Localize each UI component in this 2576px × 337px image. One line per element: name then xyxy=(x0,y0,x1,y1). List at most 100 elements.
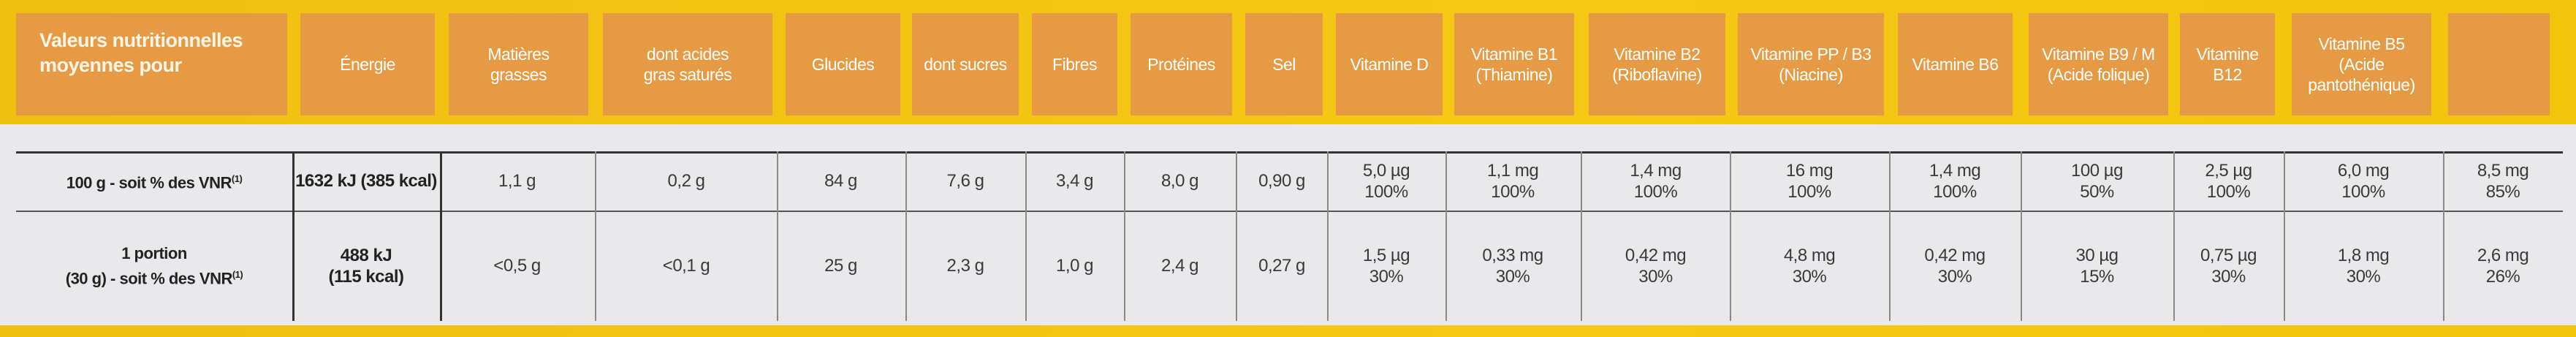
header-line: (Riboflavine) xyxy=(1612,64,1702,85)
header-cell: Glucides xyxy=(786,13,900,116)
cell-line: 100% xyxy=(1634,181,1678,202)
header-text: Vitamine B12 xyxy=(2196,45,2259,84)
header-line: Vitamine B2 xyxy=(1614,44,1701,64)
header-cell: Énergie xyxy=(300,13,435,116)
header-text: Énergie xyxy=(340,55,395,74)
cell-text: 100% xyxy=(1787,181,1831,202)
table-cell: 7,6 g xyxy=(905,151,1025,211)
cell-text: 4,8 mg xyxy=(1783,245,1836,265)
cell-text: 0,90 g xyxy=(1258,171,1305,191)
table-cell: 2,6 mg 26% xyxy=(2443,211,2563,321)
column-rule xyxy=(777,151,778,321)
cell-line: 30 µg xyxy=(2075,245,2119,266)
table-cell: 25 g xyxy=(777,211,905,321)
table-cell: 0,2 g xyxy=(595,151,778,211)
table-cell: 4,8 mg 30% xyxy=(1730,211,1889,321)
cell-text: 1,0 g xyxy=(1056,256,1093,276)
column-rule xyxy=(595,151,596,321)
header-line: Vitamine B12 xyxy=(2180,44,2275,85)
cell-line: 30% xyxy=(1369,266,1404,287)
cell-text: <0,1 g xyxy=(662,256,710,276)
cell-line: 8,0 g xyxy=(1161,170,1198,192)
cell-text: 30% xyxy=(2346,266,2381,287)
header-line: Fibres xyxy=(1052,54,1097,75)
cell-line: 4,8 mg xyxy=(1783,245,1836,266)
header-text: (Niacine) xyxy=(1779,65,1843,84)
column-rule xyxy=(2021,151,2022,321)
cell-line: 488 kJ xyxy=(341,245,392,266)
column-rule xyxy=(1445,151,1447,321)
header-cell: dont sucres xyxy=(912,13,1019,116)
cell-text: 2,5 µg xyxy=(2205,160,2252,181)
table-top-rule xyxy=(16,151,2563,154)
cell-text: 0,42 mg xyxy=(1625,245,1687,265)
header-text: Vitamine B1 xyxy=(1470,45,1558,64)
cell-line: 50% xyxy=(2080,181,2114,202)
header-line: (Acide xyxy=(2338,54,2385,75)
cell-text: 2,3 g xyxy=(946,256,984,276)
header-cell xyxy=(2448,13,2550,116)
cell-text: 0,27 g xyxy=(1258,256,1305,276)
cell-text: <0,5 g xyxy=(493,256,541,276)
cell-text: 2,4 g xyxy=(1161,256,1198,276)
table-cell: 3,4 g xyxy=(1025,151,1124,211)
header-text: (Acide xyxy=(2338,55,2385,74)
header-cell: Protéines xyxy=(1131,13,1232,116)
row-label: 100 g - soit % des VNR(1) xyxy=(16,151,292,211)
cell-line: 1,8 mg xyxy=(2338,245,2390,266)
cell-line: 100% xyxy=(1787,181,1831,202)
table-panel xyxy=(0,124,2576,325)
cell-text: 0,33 mg xyxy=(1482,245,1543,265)
cell-text: 30% xyxy=(2211,266,2246,287)
row-label-line: (30 g) - soit % des VNR(1) xyxy=(66,264,243,289)
cell-text: (115 kcal) xyxy=(328,266,404,287)
cell-line: 0,42 mg xyxy=(1625,245,1687,266)
cell-line: 0,2 g xyxy=(668,170,705,192)
cell-line: 0,27 g xyxy=(1258,255,1305,276)
header-text: Protéines xyxy=(1147,55,1215,74)
cell-text: 30% xyxy=(1369,266,1404,287)
column-rule xyxy=(2443,151,2444,321)
table-cell: 30 µg 15% xyxy=(2021,211,2173,321)
column-rule xyxy=(1124,151,1125,321)
cell-line: <0,5 g xyxy=(493,255,541,276)
cell-line: 8,5 mg xyxy=(2477,160,2529,181)
cell-text: 1,1 g xyxy=(498,171,536,191)
cell-line: 100% xyxy=(2207,181,2251,202)
cell-line: 84 g xyxy=(824,170,857,192)
table-cell: 100 µg 50% xyxy=(2021,151,2173,211)
row-label-line: 100 g - soit % des VNR(1) xyxy=(67,168,243,193)
table-cell: 8,0 g xyxy=(1124,151,1236,211)
header-cell: Vitamine B5 (Acide pantothénique) xyxy=(2292,13,2431,116)
cell-line: 30% xyxy=(1938,266,1972,287)
cell-line: 16 mg xyxy=(1786,160,1834,181)
header-cell: Valeurs nutritionnelles moyennes pour xyxy=(16,13,287,116)
cell-line: 100% xyxy=(1364,181,1408,202)
header-text: Vitamine B2 xyxy=(1614,45,1701,64)
header-line: Vitamine PP / B3 xyxy=(1750,44,1872,64)
header-text: Sel xyxy=(1272,55,1296,74)
header-cell: Vitamine B9 / M (Acide folique) xyxy=(2029,13,2168,116)
cell-text: 5,0 µg xyxy=(1362,160,1410,181)
cell-line: 0,90 g xyxy=(1258,170,1305,192)
cell-text: 25 g xyxy=(824,256,857,276)
row-label: 1 portion (30 g) - soit % des VNR(1) xyxy=(16,211,292,321)
cell-line: 1,1 mg xyxy=(1487,160,1539,181)
header-line: Vitamine B9 / M xyxy=(2042,44,2155,64)
header-text: dont acides xyxy=(646,45,729,64)
header-line: Vitamine B1 xyxy=(1470,44,1558,64)
header-line: (Thiamine) xyxy=(1476,64,1553,85)
cell-text: 15% xyxy=(2080,266,2114,287)
column-rule xyxy=(1889,151,1891,321)
table-cell: 1,1 g xyxy=(440,151,594,211)
column-rule xyxy=(1730,151,1731,321)
header-cell: Vitamine B1 (Thiamine) xyxy=(1454,13,1574,116)
row-label-text: 1 portion xyxy=(121,243,187,262)
header-text: Fibres xyxy=(1052,55,1097,74)
header-cell: Sel xyxy=(1245,13,1323,116)
header-line: dont acides xyxy=(647,44,729,64)
column-rule xyxy=(1236,151,1237,321)
cell-text: 1,4 mg xyxy=(1929,160,1981,181)
header-text: gras saturés xyxy=(643,65,732,84)
cell-text: 6,0 mg xyxy=(2337,160,2390,181)
